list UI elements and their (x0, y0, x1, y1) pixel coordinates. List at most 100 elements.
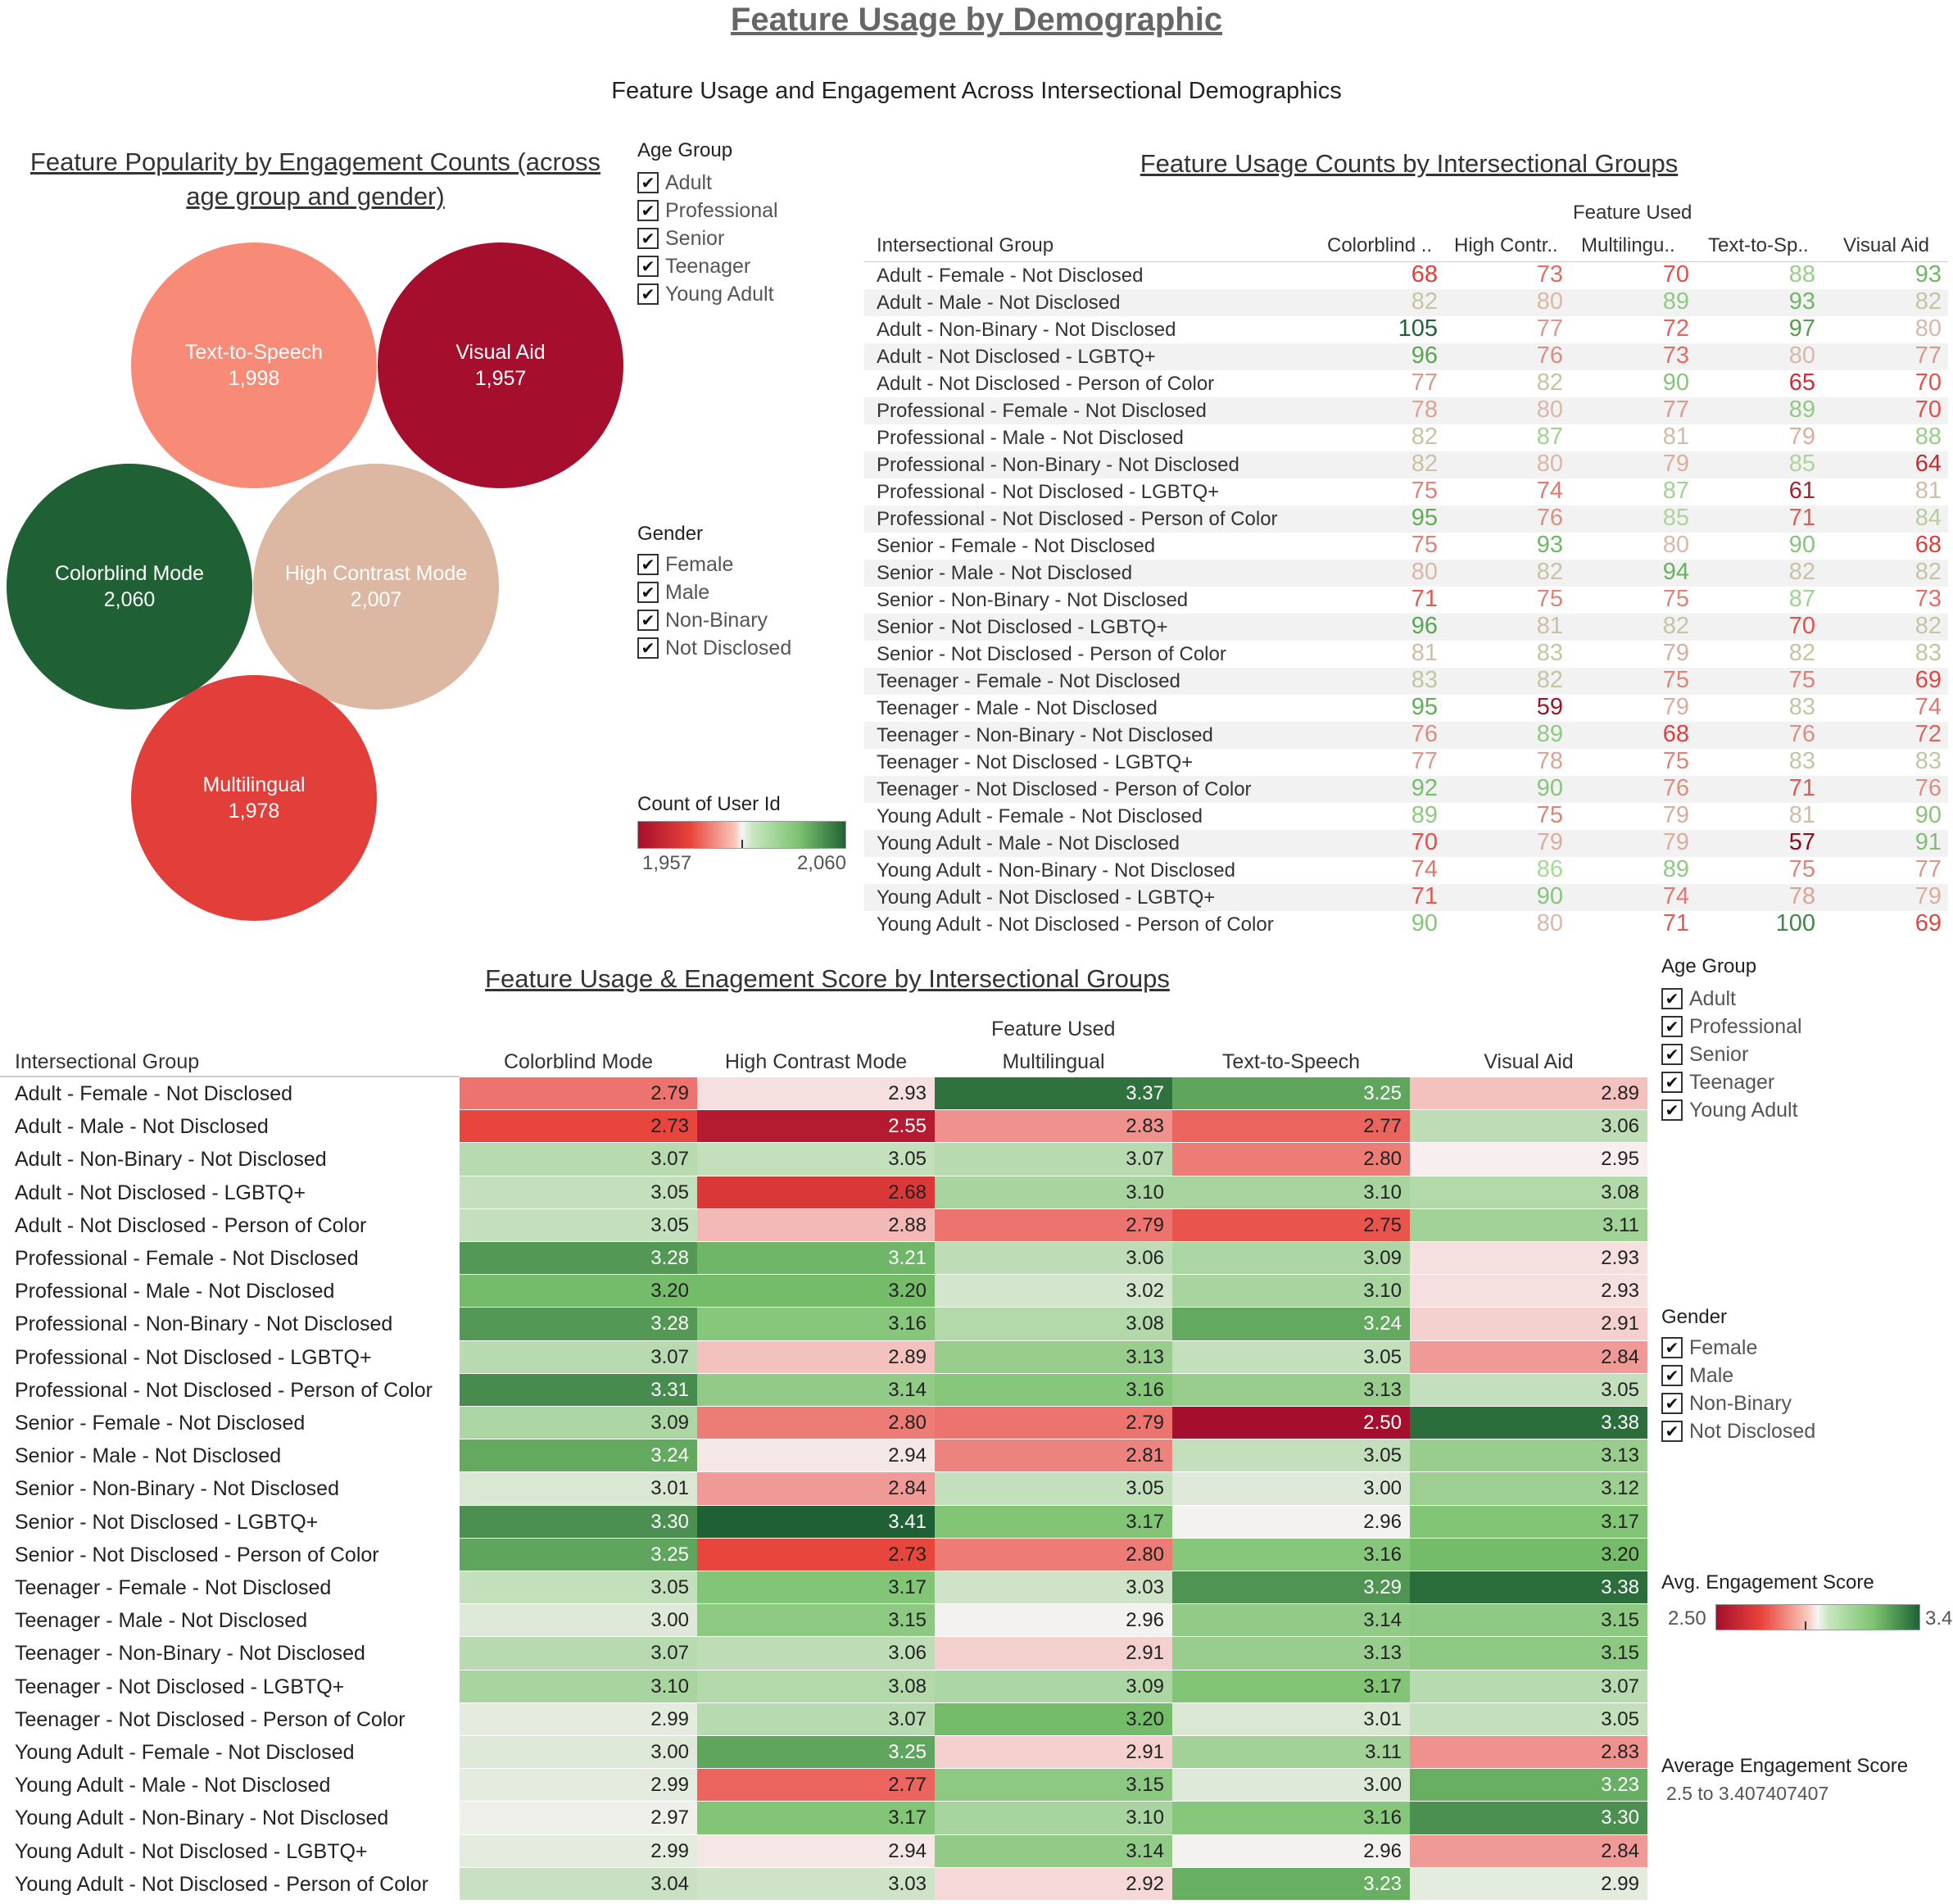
heatmap-cell[interactable]: 3.12 (1410, 1472, 1647, 1505)
bubble-circle[interactable] (131, 243, 377, 488)
heatmap-cell[interactable]: 2.94 (697, 1439, 935, 1472)
heatmap-cell[interactable]: 2.79 (935, 1407, 1172, 1439)
heatmap-cell[interactable]: 2.84 (1410, 1834, 1647, 1867)
heatmap-cell[interactable]: 3.14 (697, 1373, 935, 1406)
heatmap-cell[interactable]: 3.10 (460, 1670, 697, 1702)
heatmap-cell[interactable]: 3.25 (460, 1538, 697, 1571)
heatmap-cell[interactable]: 3.02 (935, 1275, 1172, 1308)
bubble-circle[interactable] (7, 464, 252, 709)
heatmap-cell[interactable]: 2.68 (697, 1176, 935, 1208)
age-bottom-option-young-adult[interactable]: ✔ Young Adult (1661, 1096, 1802, 1124)
table-row[interactable] (864, 370, 1948, 397)
checkbox[interactable]: ✔ (637, 582, 659, 603)
heatmap-cell[interactable]: 2.79 (460, 1077, 697, 1110)
heatmap-cell[interactable]: 3.05 (697, 1143, 935, 1176)
heatmap-cell[interactable]: 3.00 (1172, 1769, 1410, 1802)
heatmap-cell[interactable]: 3.15 (1410, 1637, 1647, 1670)
bubble-colorblind-mode[interactable]: Colorblind Mode 2,060 (7, 464, 252, 709)
table-row[interactable] (864, 803, 1948, 830)
table-row[interactable] (864, 776, 1948, 803)
heatmap-cell[interactable]: 3.14 (935, 1834, 1172, 1867)
heatmap-cell[interactable]: 3.28 (460, 1308, 697, 1340)
gender-bottom-option-not-disclosed[interactable]: ✔ Not Disclosed (1661, 1417, 1815, 1445)
age-top-option-adult[interactable]: ✔ Adult (637, 169, 778, 197)
heatmap-cell[interactable]: 3.07 (460, 1143, 697, 1176)
heatmap-cell[interactable]: 3.25 (697, 1736, 935, 1769)
heatmap-cell[interactable]: 2.97 (460, 1802, 697, 1834)
column-header[interactable]: High Contr.. (1454, 234, 1558, 256)
heatmap-cell[interactable]: 2.91 (935, 1736, 1172, 1769)
heatmap-cell[interactable]: 3.07 (460, 1637, 697, 1670)
heatmap-cell[interactable]: 3.16 (1172, 1538, 1410, 1571)
checkbox[interactable]: ✔ (637, 554, 659, 575)
heatmap-cell[interactable]: 3.17 (935, 1505, 1172, 1538)
heatmap-cell[interactable]: 3.38 (1410, 1571, 1647, 1604)
column-header[interactable]: Visual Aid (1843, 234, 1929, 256)
heatmap-cell[interactable]: 2.73 (460, 1110, 697, 1143)
table-row[interactable] (864, 397, 1948, 424)
column-header[interactable]: Colorblind Mode (503, 1050, 654, 1073)
heatmap-cell[interactable]: 3.07 (935, 1143, 1172, 1176)
column-header[interactable]: Multilingu.. (1581, 234, 1675, 256)
checkbox[interactable]: ✔ (1661, 988, 1683, 1009)
heatmap-cell[interactable]: 2.96 (1172, 1505, 1410, 1538)
heatmap-cell[interactable]: 2.75 (1172, 1208, 1410, 1241)
heatmap-cell[interactable]: 3.10 (1172, 1275, 1410, 1308)
heatmap-cell[interactable]: 2.77 (1172, 1110, 1410, 1143)
heatmap-cell[interactable]: 2.99 (460, 1702, 697, 1735)
checkbox[interactable]: ✔ (1661, 1337, 1683, 1358)
heatmap-cell[interactable]: 2.96 (935, 1604, 1172, 1637)
table-row[interactable] (864, 722, 1948, 749)
heatmap-cell[interactable]: 2.81 (935, 1439, 1172, 1472)
column-header[interactable]: Text-to-Sp.. (1708, 234, 1809, 256)
heatmap-cell[interactable]: 3.05 (460, 1176, 697, 1208)
heatmap-cell[interactable]: 2.79 (935, 1208, 1172, 1241)
heatmap-cell[interactable]: 3.13 (1410, 1439, 1647, 1472)
heatmap-cell[interactable]: 3.38 (1410, 1407, 1647, 1439)
bubble-multilingual[interactable]: Multilingual 1,978 (131, 675, 377, 921)
age-bottom-option-senior[interactable]: ✔ Senior (1661, 1040, 1802, 1068)
heatmap-cell[interactable]: 3.07 (460, 1340, 697, 1373)
checkbox[interactable]: ✔ (637, 637, 659, 659)
heatmap-cell[interactable]: 2.89 (1410, 1077, 1647, 1110)
heatmap-cell[interactable]: 3.21 (697, 1242, 935, 1275)
heatmap-cell[interactable]: 2.96 (1172, 1834, 1410, 1867)
heatmap-cell[interactable]: 3.37 (935, 1077, 1172, 1110)
heatmap-cell[interactable]: 3.15 (697, 1604, 935, 1637)
table-row[interactable] (864, 884, 1948, 911)
heatmap-cell[interactable]: 3.01 (460, 1472, 697, 1505)
table-row[interactable] (864, 614, 1948, 641)
heatmap-cell[interactable]: 3.05 (1410, 1373, 1647, 1406)
heatmap-cell[interactable]: 3.15 (935, 1769, 1172, 1802)
heatmap-cell[interactable]: 2.99 (460, 1769, 697, 1802)
age-top-option-senior[interactable]: ✔ Senior (637, 224, 778, 252)
age-top-option-professional[interactable]: ✔ Professional (637, 197, 778, 224)
heatmap-cell[interactable]: 3.15 (1410, 1604, 1647, 1637)
heatmap-cell[interactable]: 3.13 (1172, 1373, 1410, 1406)
checkbox[interactable]: ✔ (637, 256, 659, 277)
table-row[interactable] (864, 289, 1948, 316)
heatmap-cell[interactable]: 3.09 (1172, 1242, 1410, 1275)
heatmap-cell[interactable]: 3.17 (1410, 1505, 1647, 1538)
heatmap-cell[interactable]: 3.10 (935, 1176, 1172, 1208)
heatmap-cell[interactable]: 2.83 (1410, 1736, 1647, 1769)
heatmap-cell[interactable]: 3.28 (460, 1242, 697, 1275)
heatmap-cell[interactable]: 3.25 (1172, 1077, 1410, 1110)
table-row[interactable] (864, 695, 1948, 722)
heatmap-cell[interactable]: 2.93 (1410, 1242, 1647, 1275)
heatmap-cell[interactable]: 3.29 (1172, 1571, 1410, 1604)
table-row[interactable] (864, 560, 1948, 587)
heatmap-cell[interactable]: 2.91 (935, 1637, 1172, 1670)
column-header[interactable]: Visual Aid (1484, 1050, 1574, 1073)
heatmap-cell[interactable]: 3.08 (697, 1670, 935, 1702)
heatmap-cell[interactable]: 2.93 (697, 1077, 935, 1110)
heatmap-cell[interactable]: 3.06 (935, 1242, 1172, 1275)
table-row[interactable] (864, 911, 1948, 938)
checkbox[interactable]: ✔ (1661, 1016, 1683, 1037)
heatmap-cell[interactable]: 3.30 (1410, 1802, 1647, 1834)
heatmap-cell[interactable]: 3.20 (1410, 1538, 1647, 1571)
heatmap-cell[interactable]: 3.00 (1172, 1472, 1410, 1505)
heatmap-cell[interactable]: 2.80 (697, 1407, 935, 1439)
heatmap-cell[interactable]: 2.89 (697, 1340, 935, 1373)
table-row[interactable] (864, 316, 1948, 343)
